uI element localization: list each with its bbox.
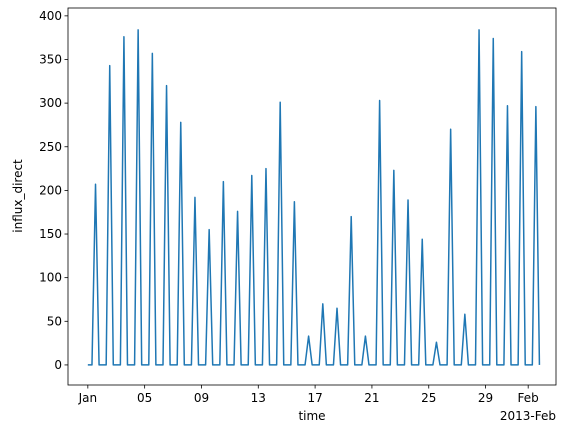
y-axis-label: influx_direct xyxy=(11,159,25,233)
y-tick-label: 400 xyxy=(39,9,62,23)
y-tick-label: 100 xyxy=(39,271,62,285)
x-tick-label: 29 xyxy=(478,391,493,405)
x-tick-label: Jan xyxy=(78,391,98,405)
x-offset-label: 2013-Feb xyxy=(500,409,556,423)
x-tick-label: 05 xyxy=(137,391,152,405)
y-tick-label: 300 xyxy=(39,96,62,110)
x-tick-label: 25 xyxy=(421,391,436,405)
y-tick-label: 200 xyxy=(39,183,62,197)
x-tick-label: 13 xyxy=(251,391,266,405)
x-tick-label: 17 xyxy=(307,391,322,405)
y-tick-label: 150 xyxy=(39,227,62,241)
x-axis-label: time xyxy=(298,409,325,423)
x-tick-label: Feb xyxy=(518,391,539,405)
y-tick-label: 0 xyxy=(54,358,62,372)
x-tick-label: 21 xyxy=(364,391,379,405)
y-tick-label: 350 xyxy=(39,52,62,66)
y-tick-label: 250 xyxy=(39,140,62,154)
data-line xyxy=(87,29,541,366)
x-tick-label: 09 xyxy=(194,391,209,405)
y-tick-label: 50 xyxy=(47,314,62,328)
